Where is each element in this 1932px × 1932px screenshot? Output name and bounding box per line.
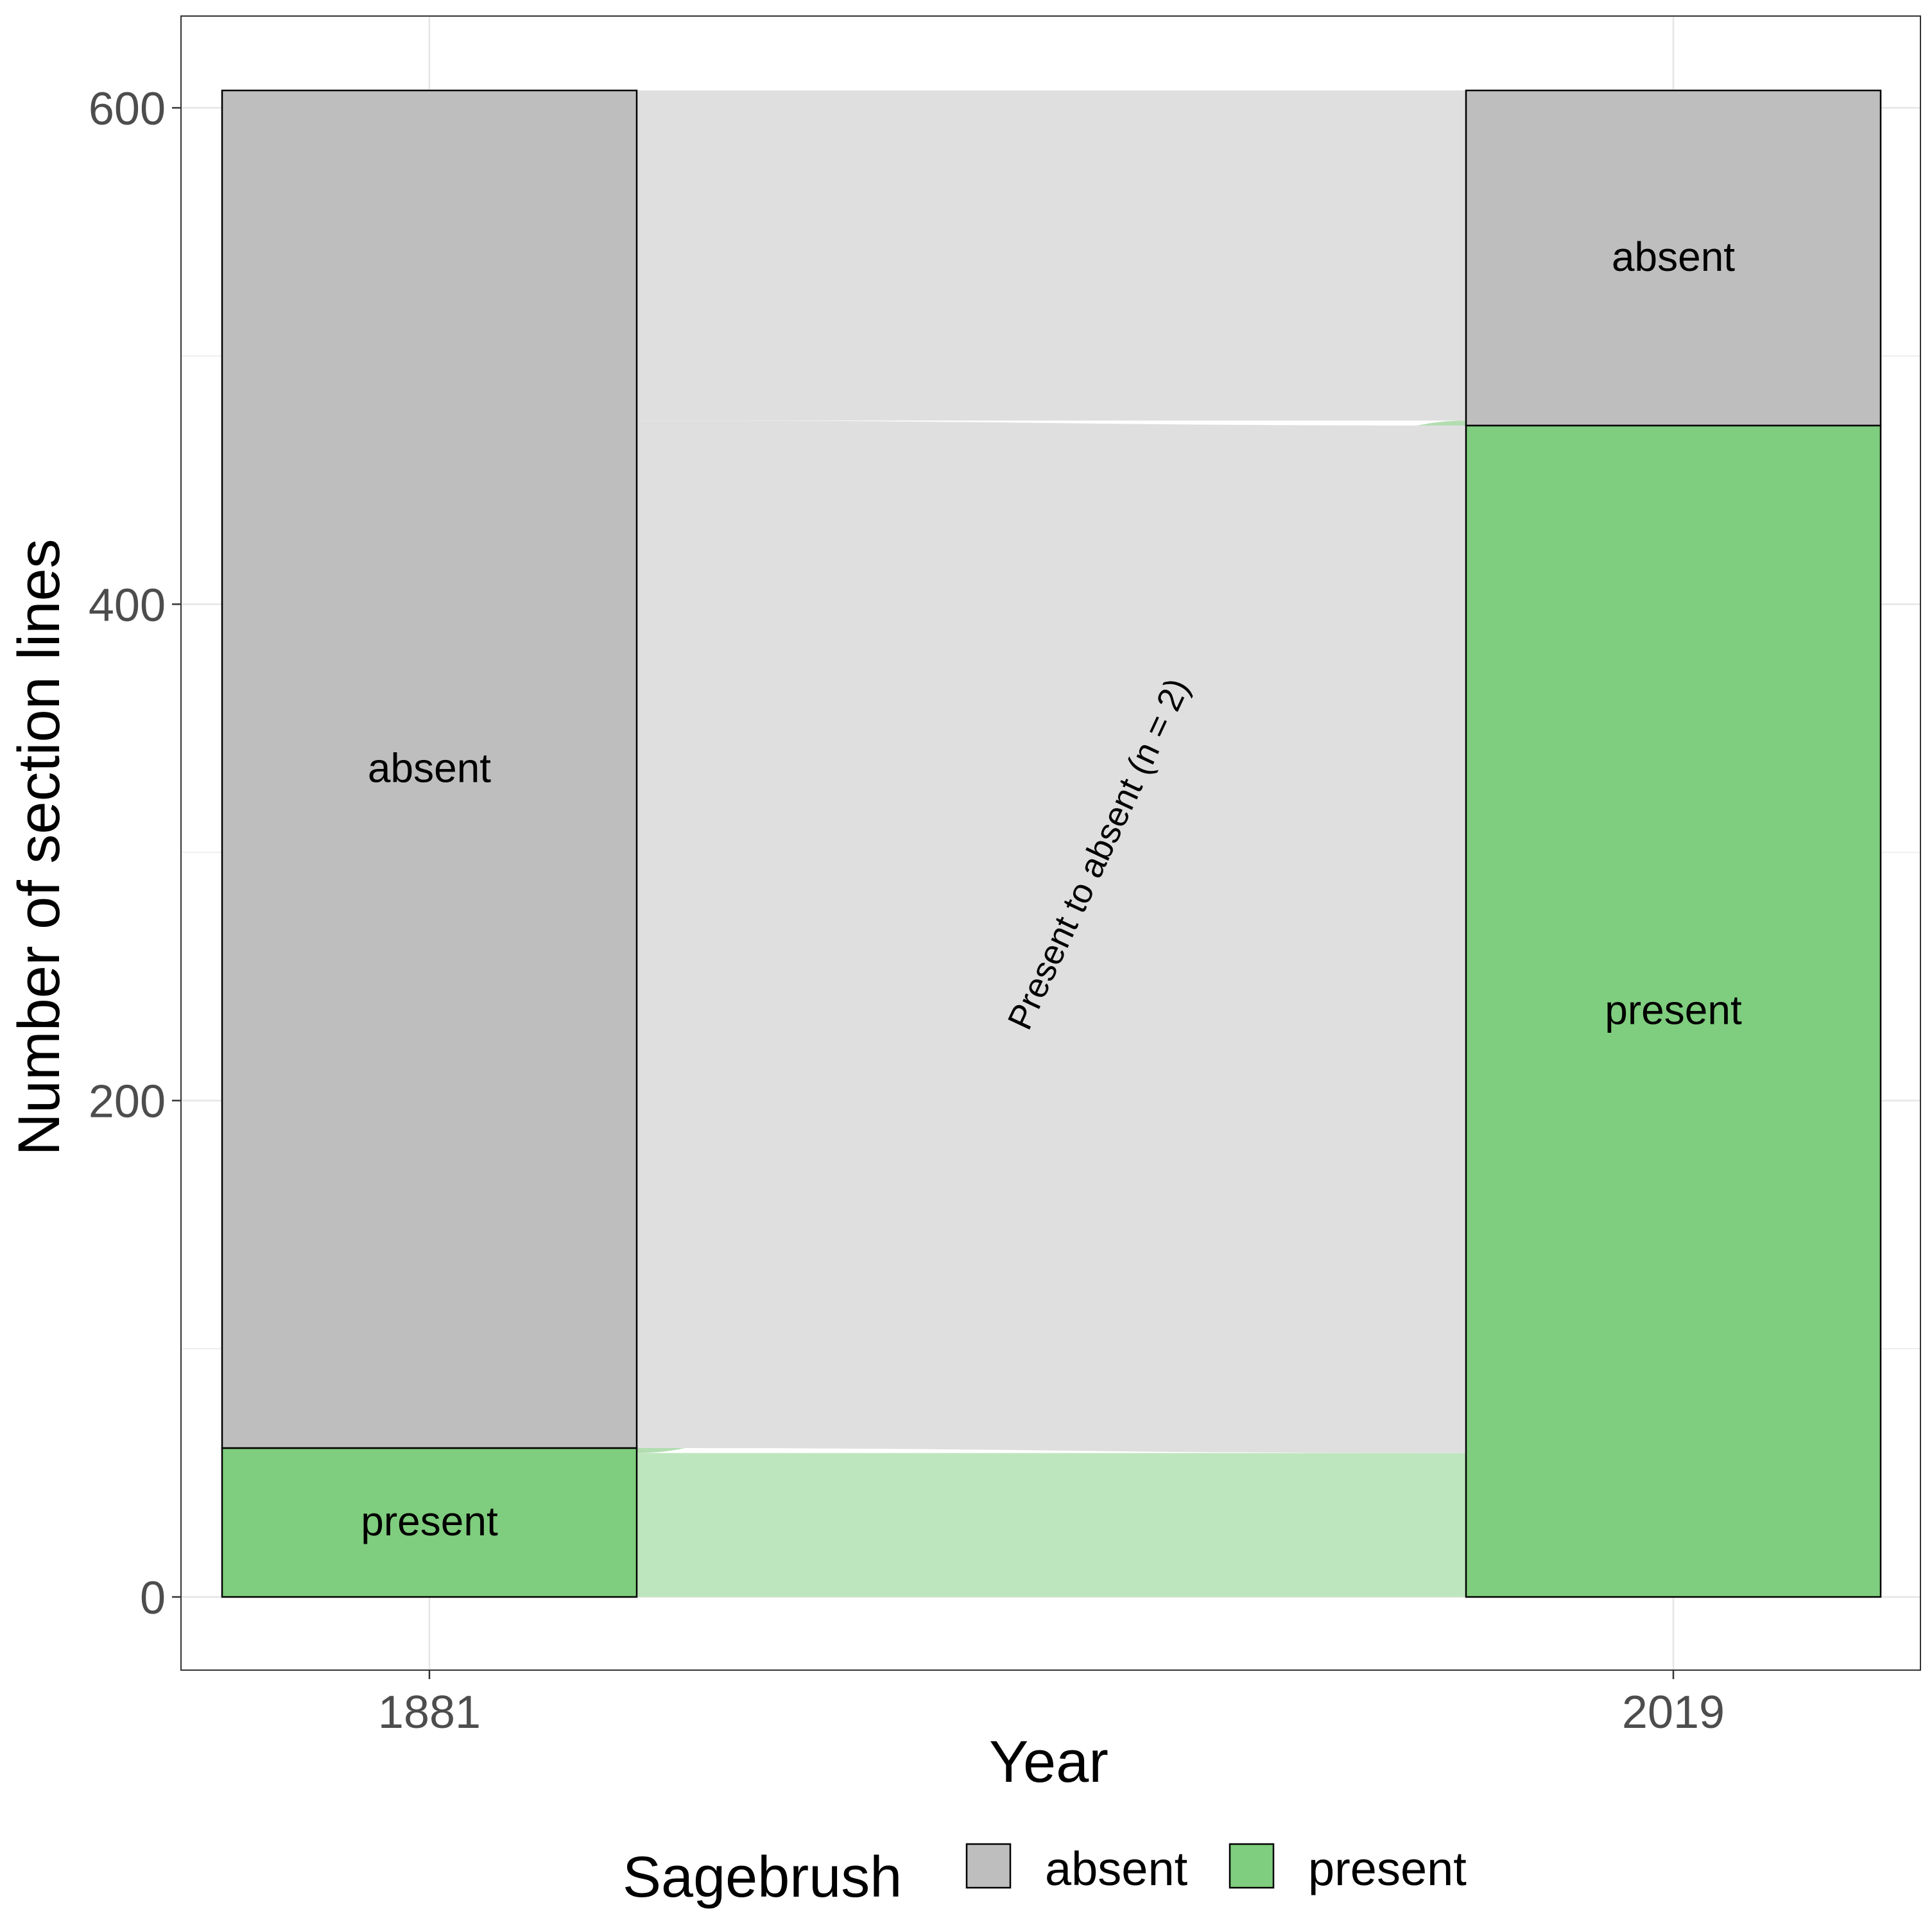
- x-axis-title: Year: [989, 1729, 1108, 1795]
- legend-key-absent: [965, 1843, 1012, 1889]
- bar-1881-absent: [221, 89, 638, 1449]
- segment-label-2019-present: present: [1605, 987, 1742, 1033]
- y-tick-label: 200: [89, 1076, 166, 1128]
- panel-border: [180, 15, 1921, 1671]
- flow-absent-to-absent: [637, 90, 1466, 421]
- legend-label-present: present: [1308, 1842, 1467, 1895]
- x-axis: 1881 2019: [378, 1670, 1725, 1738]
- legend: Sagebrush absent present: [623, 1842, 1467, 1910]
- y-axis: 0 200 400 600: [89, 83, 181, 1624]
- y-tick-label: 400: [89, 580, 166, 631]
- bar-2019-present: [1465, 424, 1882, 1598]
- y-axis-title: Number of section lines: [6, 539, 72, 1155]
- stacked-bars: [221, 89, 1882, 1598]
- y-tick-label: 600: [89, 83, 166, 135]
- legend-title: Sagebrush: [623, 1845, 902, 1910]
- bar-2019-absent: [1465, 89, 1882, 427]
- segment-labels: present absent present absent: [361, 234, 1742, 1544]
- legend-item-present: present: [1229, 1842, 1467, 1895]
- flow-present-to-present: [637, 1453, 1466, 1597]
- legend-label-absent: absent: [1045, 1842, 1188, 1895]
- segment-label-1881-absent: absent: [368, 745, 491, 791]
- segment-label-2019-absent: absent: [1612, 234, 1735, 280]
- y-tick-label: 0: [140, 1573, 166, 1624]
- legend-key-present: [1229, 1843, 1275, 1889]
- flows: [637, 90, 1466, 1597]
- legend-item-absent: absent: [965, 1842, 1188, 1895]
- flow-absent-to-present: [637, 420, 1466, 1453]
- bar-1881-present: [221, 1447, 638, 1598]
- x-tick-label: 2019: [1622, 1687, 1725, 1738]
- segment-label-1881-present: present: [361, 1498, 498, 1544]
- x-tick-label: 1881: [378, 1687, 481, 1738]
